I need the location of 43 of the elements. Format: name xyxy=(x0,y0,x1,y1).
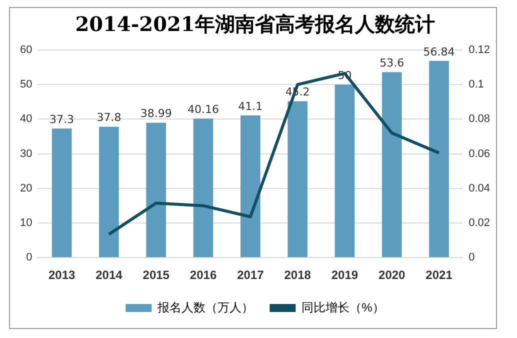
x-tick-label: 2014 xyxy=(96,268,123,282)
x-tick-label: 2016 xyxy=(190,268,217,282)
bar xyxy=(52,128,72,258)
x-tick-label: 2015 xyxy=(142,268,170,282)
y-tick-label: 40 xyxy=(20,113,32,126)
x-tick-label: 2018 xyxy=(284,268,312,282)
y2-tick-label: 0.06 xyxy=(468,148,490,160)
y2-tick-label: 0.08 xyxy=(468,113,490,126)
y2-tick-label: 0.04 xyxy=(468,182,490,194)
bar xyxy=(288,101,308,258)
bar xyxy=(382,72,402,258)
legend-label: 报名人数（万人） xyxy=(156,300,254,314)
y-tick-label: 50 xyxy=(20,78,32,91)
y-tick-label: 20 xyxy=(20,182,32,194)
y2-tick-label: 0.12 xyxy=(468,44,490,56)
data-label: 56.84 xyxy=(423,45,455,58)
data-label: 41.1 xyxy=(238,100,263,113)
x-tick-label: 2020 xyxy=(378,268,406,282)
bar xyxy=(429,60,449,258)
y2-tick-label: 0 xyxy=(468,252,475,264)
bar xyxy=(334,84,355,258)
y-tick-label: 10 xyxy=(20,217,32,230)
y-tick-label: 30 xyxy=(20,148,32,160)
bar xyxy=(146,122,166,258)
data-label: 40.16 xyxy=(188,103,220,116)
y2-tick-label: 0.1 xyxy=(468,78,484,91)
x-tick-label: 2013 xyxy=(48,268,76,282)
legend-label: 同比增长（%） xyxy=(302,300,384,314)
x-tick-label: 2021 xyxy=(426,268,453,282)
data-label: 37.3 xyxy=(50,112,74,126)
y-tick-label: 0 xyxy=(26,252,32,264)
chart-title: 2014-2021年湖南省高考报名人数统计 xyxy=(75,12,435,36)
x-tick-label: 2019 xyxy=(331,268,358,282)
bar xyxy=(240,115,260,258)
bar xyxy=(99,126,119,258)
data-label: 38.99 xyxy=(140,107,172,120)
x-tick-label: 2017 xyxy=(237,268,264,282)
bar xyxy=(193,118,214,258)
y2-tick-label: 0.02 xyxy=(468,217,490,230)
data-label: 50 xyxy=(338,68,352,82)
y-tick-label: 60 xyxy=(20,44,32,56)
data-label: 53.6 xyxy=(380,56,404,70)
data-label: 37.8 xyxy=(96,111,122,124)
